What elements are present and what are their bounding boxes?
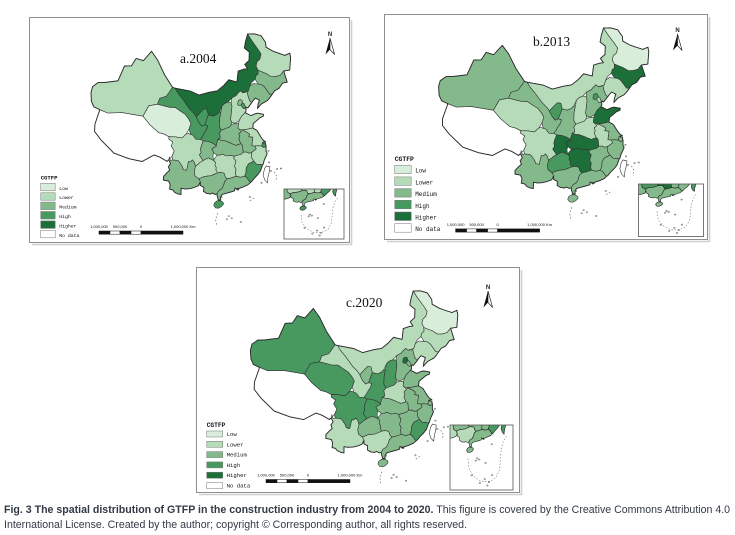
svg-text:CGTFP: CGTFP	[207, 422, 226, 429]
svg-text:Low: Low	[415, 168, 426, 175]
svg-text:Medium: Medium	[59, 205, 76, 211]
svg-text:500,000: 500,000	[469, 222, 484, 227]
svg-text:CGTFP: CGTFP	[395, 156, 414, 163]
svg-text:a.2004: a.2004	[180, 51, 217, 66]
svg-text:0: 0	[307, 473, 310, 478]
svg-text:Lower: Lower	[227, 441, 244, 448]
svg-text:Higher: Higher	[415, 215, 437, 222]
svg-text:High: High	[227, 462, 240, 469]
svg-text:500,000: 500,000	[280, 473, 295, 478]
svg-text:1,000,000: 1,000,000	[90, 224, 109, 229]
svg-text:Higher: Higher	[227, 472, 247, 479]
svg-text:0: 0	[496, 222, 499, 227]
svg-text:500,000: 500,000	[113, 224, 128, 229]
svg-text:Lower: Lower	[59, 195, 74, 201]
svg-text:Low: Low	[227, 431, 238, 438]
svg-text:High: High	[415, 203, 430, 210]
svg-text:Lower: Lower	[415, 179, 433, 186]
svg-text:CGTFP: CGTFP	[41, 174, 58, 181]
svg-text:1,000,000 Km: 1,000,000 Km	[171, 224, 197, 229]
svg-text:High: High	[59, 214, 71, 220]
svg-text:Low: Low	[59, 186, 68, 192]
svg-text:No data: No data	[415, 226, 441, 233]
svg-text:N: N	[675, 28, 679, 34]
svg-text:Medium: Medium	[227, 452, 248, 459]
svg-text:c.2020: c.2020	[346, 295, 383, 310]
svg-text:0: 0	[140, 224, 143, 229]
svg-text:1,000,000: 1,000,000	[447, 222, 466, 227]
svg-text:1,000,000 Km: 1,000,000 Km	[527, 222, 553, 227]
svg-text:Higher: Higher	[59, 223, 76, 229]
svg-text:N: N	[328, 32, 332, 38]
svg-text:N: N	[486, 285, 490, 291]
svg-text:b.2013: b.2013	[533, 34, 570, 49]
svg-text:1,000,000 Km: 1,000,000 Km	[338, 473, 364, 478]
svg-text:No data: No data	[59, 233, 79, 239]
svg-text:No data: No data	[227, 483, 251, 490]
svg-text:1,000,000: 1,000,000	[257, 473, 276, 478]
svg-text:Medium: Medium	[415, 191, 437, 198]
